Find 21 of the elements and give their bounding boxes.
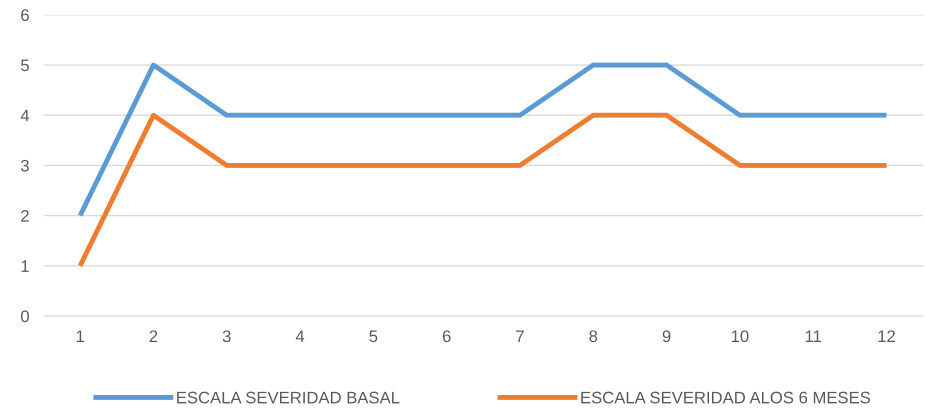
x-tick-label: 6 (442, 330, 451, 342)
legend-label: ESCALA SEVERIDAD ALOS 6 MESES (581, 392, 870, 404)
x-tick-label: 7 (516, 330, 524, 342)
x-tick-label: 10 (732, 330, 749, 342)
x-tick-label: 4 (296, 330, 304, 342)
y-tick-label: 3 (20, 160, 29, 172)
x-tick-label: 11 (806, 330, 822, 342)
legend-label: ESCALA SEVERIDAD BASAL (177, 392, 400, 404)
y-tick-label: 5 (20, 60, 29, 72)
x-tick-label: 9 (662, 330, 670, 342)
x-tick-label: 1 (76, 330, 84, 342)
y-tick-label: 2 (21, 210, 29, 222)
x-tick-label: 8 (589, 330, 598, 342)
x-tick-label: 5 (369, 330, 378, 342)
y-tick-label: 4 (20, 110, 30, 122)
x-tick-label: 3 (222, 330, 231, 342)
y-tick-label: 6 (21, 9, 29, 22)
y-tick-label: 1 (22, 260, 29, 272)
x-tick-label: 2 (150, 330, 158, 342)
y-tick-label: 0 (20, 310, 29, 322)
x-tick-label: 12 (878, 330, 895, 342)
